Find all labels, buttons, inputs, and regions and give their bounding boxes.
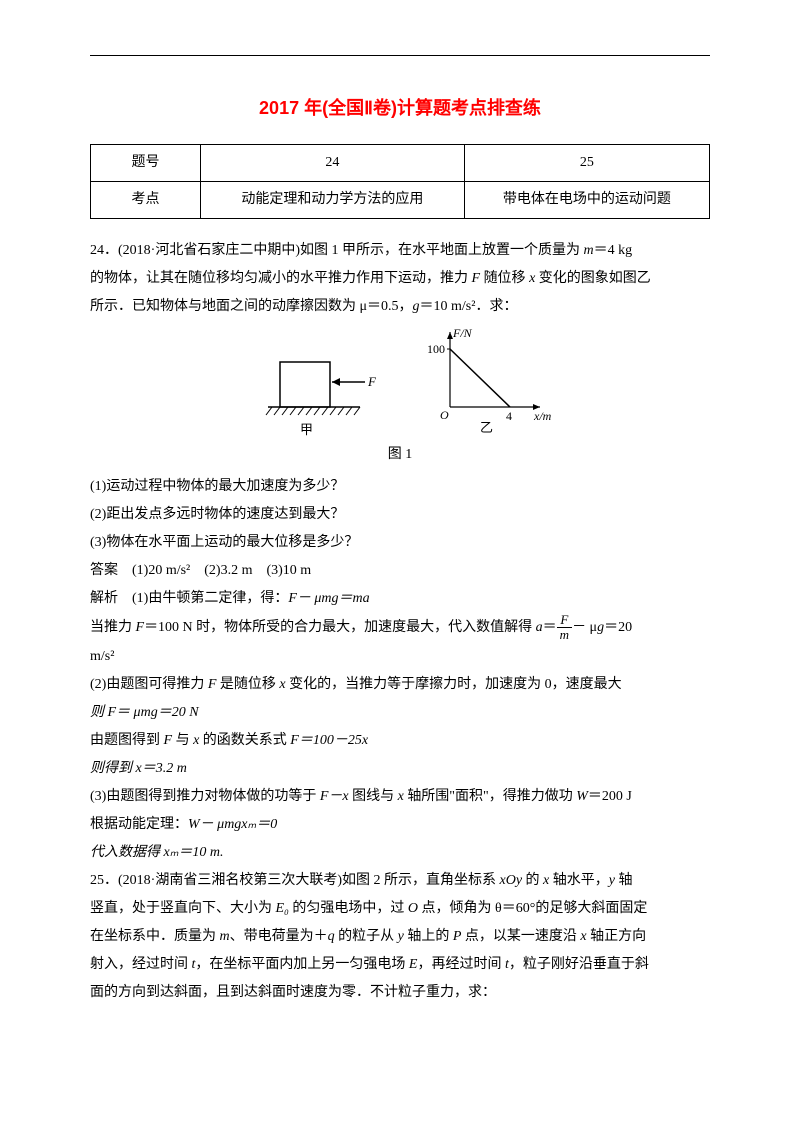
q24-sol2-unit: m/s²: [90, 643, 710, 671]
cell: 题号: [91, 145, 201, 182]
q24-sol5: 由题图得到 F 与 x 的函数关系式 F＝100－25x: [90, 727, 710, 755]
q24-sol4: 则 F＝ μmg＝20 N: [90, 699, 710, 727]
topic-table: 题号 24 25 考点 动能定理和动力学方法的应用 带电体在电场中的运动问题: [90, 144, 710, 219]
q24-sol3: (2)由题图可得推力 F 是随位移 x 变化的，当推力等于摩擦力时，加速度为 0…: [90, 671, 710, 699]
x-axis-label: x/m: [533, 409, 552, 423]
q25-l5: 面的方向到达斜面，且到达斜面时速度为零．不计粒子重力，求：: [90, 979, 710, 1007]
y-axis-label: F/N: [452, 327, 473, 340]
y-tick: 100: [427, 342, 445, 356]
cell: 25: [464, 145, 709, 182]
origin-label: O: [440, 408, 449, 422]
q25-l1: 25．(2018·湖南省三湘名校第三次大联考)如图 2 所示，直角坐标系 xOy…: [90, 867, 710, 895]
cell: 动能定理和动力学方法的应用: [201, 182, 465, 219]
figure-1-svg: F 甲 100 4 O F/N x/m 乙: [240, 327, 560, 437]
q24-sub3: (3)物体在水平面上运动的最大位移是多少？: [90, 529, 710, 557]
q25-l4: 射入，经过时间 t，在坐标平面内加上另一匀强电场 E，再经过时间 t，粒子刚好沿…: [90, 951, 710, 979]
q24-line1: 24．(2018·河北省石家庄二中期中)如图 1 甲所示，在水平地面上放置一个质…: [90, 237, 710, 265]
table-row: 考点 动能定理和动力学方法的应用 带电体在电场中的运动问题: [91, 182, 710, 219]
fig-right-label: 乙: [480, 420, 493, 435]
q24-sub1: (1)运动过程中物体的最大加速度为多少？: [90, 473, 710, 501]
q24-answer: 答案 (1)20 m/s² (2)3.2 m (3)10 m: [90, 557, 710, 585]
q25-l3: 在坐标系中．质量为 m、带电荷量为＋q 的粒子从 y 轴上的 P 点，以某一速度…: [90, 923, 710, 951]
table-row: 题号 24 25: [91, 145, 710, 182]
q24-sol1: 解析 (1)由牛顿第二定律，得：F－ μmg＝ma: [90, 585, 710, 613]
q24-line3: 所示．已知物体与地面之间的动摩擦因数为 μ＝0.5，g＝10 m/s²．求：: [90, 293, 710, 321]
q25-l2: 竖直，处于竖直向下、大小为 E₀ 的匀强电场中，过 O 点，倾角为 θ＝60°的…: [90, 895, 710, 923]
force-label: F: [367, 374, 377, 389]
fig-left-label: 甲: [300, 422, 313, 437]
q24-sol7: (3)由题图得到推力对物体做的功等于 F－x 图线与 x 轴所围"面积"，得推力…: [90, 783, 710, 811]
q24-sol6: 则得到 x＝3.2 m: [90, 755, 710, 783]
q24-sol9: 代入数据得 xₘ＝10 m.: [90, 839, 710, 867]
q24-sol8: 根据动能定理：W－ μmgxₘ＝0: [90, 811, 710, 839]
top-rule: [90, 55, 710, 56]
figure-1: F 甲 100 4 O F/N x/m 乙: [90, 327, 710, 437]
cell: 带电体在电场中的运动问题: [464, 182, 709, 219]
page-title: 2017 年(全国Ⅱ卷)计算题考点排查练: [90, 90, 710, 126]
figure-1-caption: 图 1: [90, 441, 710, 469]
cell: 考点: [91, 182, 201, 219]
q24-sol2: 当推力 F＝100 N 时，物体所受的合力最大，加速度最大，代入数值解得 a＝F…: [90, 613, 710, 643]
cell: 24: [201, 145, 465, 182]
q24-sub2: (2)距出发点多远时物体的速度达到最大？: [90, 501, 710, 529]
q24-line2: 的物体，让其在随位移均匀减小的水平推力作用下运动，推力 F 随位移 x 变化的图…: [90, 265, 710, 293]
x-tick: 4: [506, 409, 512, 423]
